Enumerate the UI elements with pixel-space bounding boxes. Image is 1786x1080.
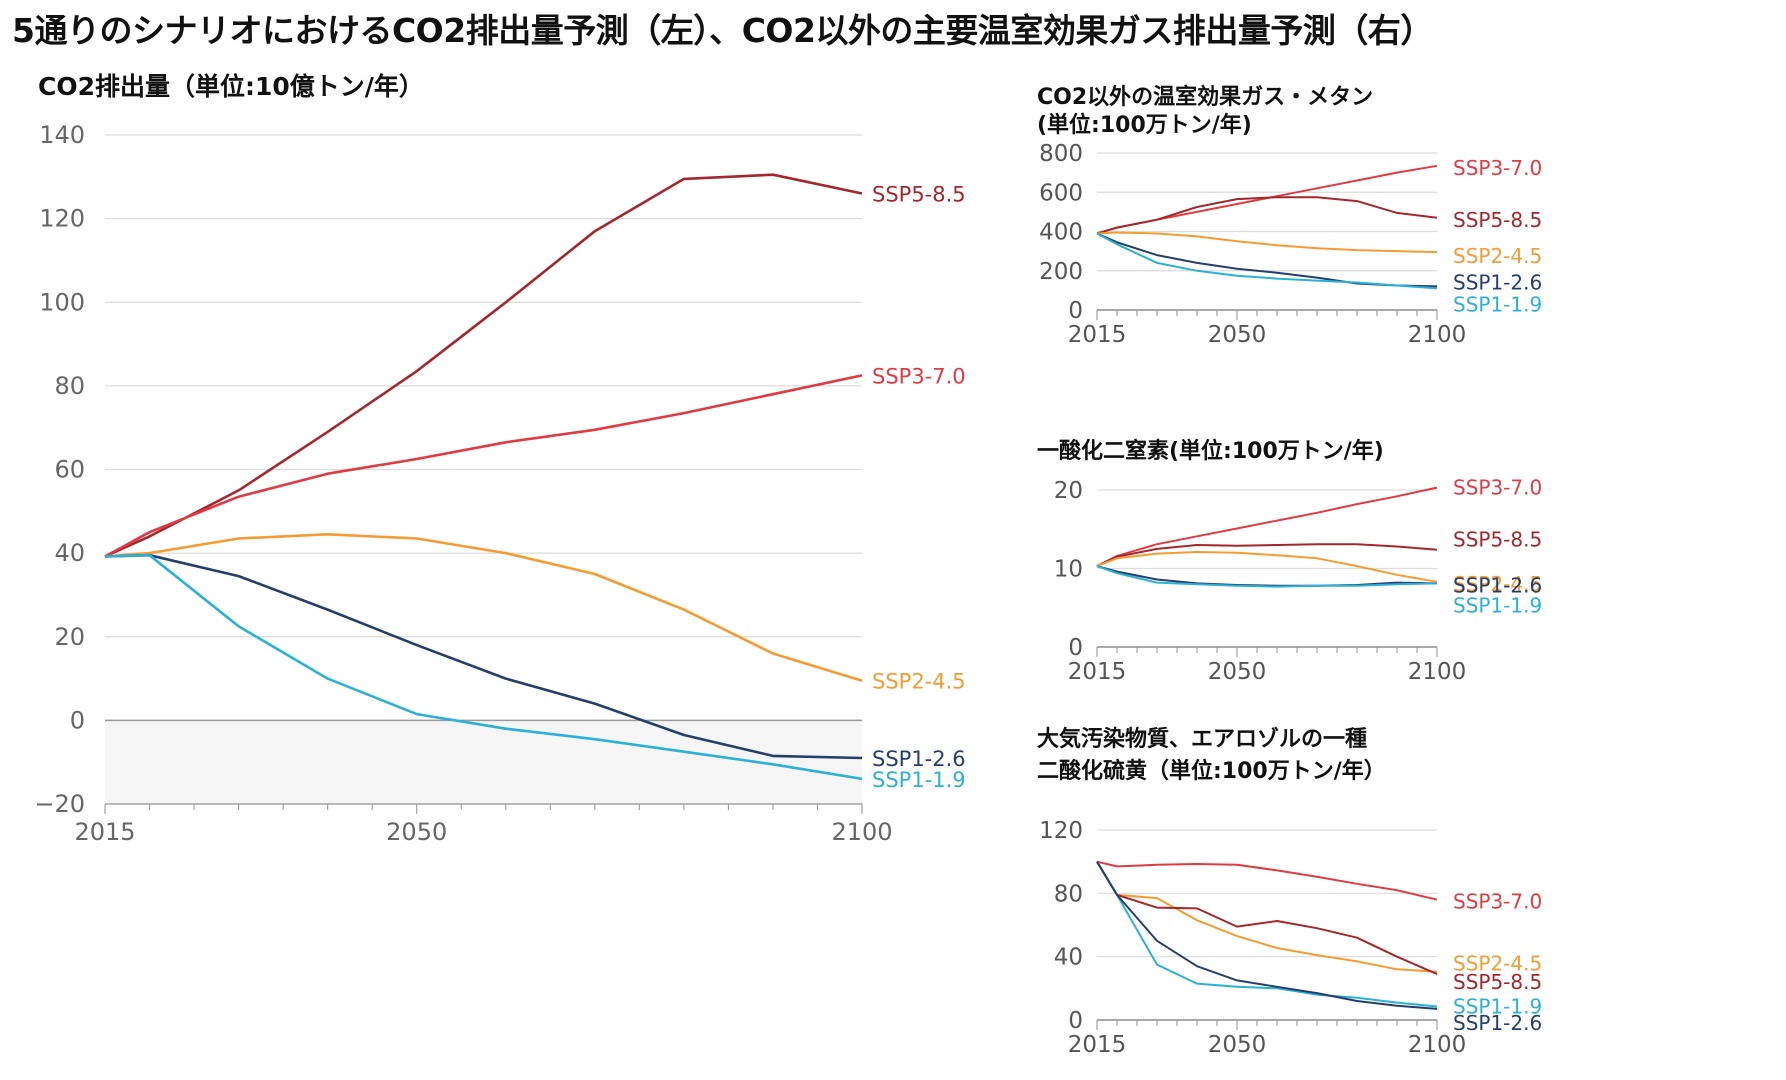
n2o-series-label-ssp1-2-6: SSP1-2.6 (1453, 573, 1542, 597)
methane-series-ssp3-7-0 (1096, 164, 1438, 235)
co2-series-ssp5-8-5 (104, 173, 863, 558)
methane-xtick-label: 2015 (1068, 322, 1127, 348)
co2-ytick-label: 100 (39, 288, 85, 316)
co2-title: CO2排出量（単位:10億トン/年） (38, 72, 424, 101)
co2-negative-region (105, 720, 862, 804)
n2o-series-label-ssp5-8-5: SSP5-8.5 (1453, 528, 1542, 552)
methane-xtick-label: 2100 (1408, 322, 1467, 348)
co2-ytick-label: 140 (39, 121, 85, 149)
co2-series-ssp3-7-0 (104, 374, 863, 558)
so2-ytick-label: 0 (1068, 1008, 1083, 1034)
n2o-ytick-label: 20 (1054, 478, 1083, 504)
co2-series-label-ssp3-7-0: SSP3-7.0 (872, 364, 966, 388)
n2o-xtick-label: 2050 (1208, 659, 1267, 685)
co2-series-label-ssp1-1-9: SSP1-1.9 (872, 768, 966, 792)
co2-ytick-label: −20 (34, 790, 85, 818)
nitrous-oxide-chart: 一酸化二窒素(単位:100万トン/年) 0 10 20 2015 2050 2100 SSP3… (1037, 438, 1542, 685)
methane-series-label-ssp5-8-5: SSP5-8.5 (1453, 208, 1542, 232)
co2-ytick-label: 40 (54, 539, 85, 567)
so2-series-label-ssp1-1-9: SSP1-1.9 (1453, 995, 1542, 1019)
methane-ytick-label: 600 (1039, 180, 1083, 206)
so2-series-ssp5-8-5 (1096, 861, 1438, 976)
methane-xtick-label: 2050 (1208, 322, 1267, 348)
so2-title: 大気汚染物質、エアロゾルの一種 (1037, 726, 1367, 752)
n2o-series-label-ssp3-7-0: SSP3-7.0 (1453, 476, 1542, 500)
so2-xtick-label: 2015 (1068, 1032, 1127, 1058)
so2-series-ssp1-2-6 (1096, 861, 1438, 1010)
so2-subtitle: 二酸化硫黄（単位:100万トン/年） (1037, 758, 1386, 784)
methane-series-ssp1-1-9 (1096, 232, 1438, 290)
co2-emissions-chart: CO2排出量（単位:10億トン/年） −20 0 20 40 60 80 100 120 140 2… (34, 72, 966, 846)
methane-ytick-label: 800 (1039, 141, 1083, 167)
methane-title: CO2以外の温室効果ガス・メタン (1037, 84, 1373, 110)
co2-ytick-label: 120 (39, 205, 85, 233)
co2-series-label-ssp5-8-5: SSP5-8.5 (872, 183, 966, 207)
n2o-xtick-label: 2100 (1408, 659, 1467, 685)
so2-series-label-ssp3-7-0: SSP3-7.0 (1453, 890, 1542, 914)
so2-series-label-ssp5-8-5: SSP5-8.5 (1453, 970, 1542, 994)
so2-ytick-label: 120 (1039, 818, 1083, 844)
so2-series-ssp1-1-9 (1096, 861, 1438, 1008)
co2-xtick-label: 2100 (831, 818, 892, 846)
methane-series-label-ssp2-4-5: SSP2-4.5 (1453, 244, 1542, 268)
methane-series-ssp2-4-5 (1096, 231, 1438, 254)
co2-series-ssp1-2-6 (104, 553, 863, 760)
so2-series-ssp2-4-5 (1096, 861, 1438, 973)
co2-series-label-ssp2-4-5: SSP2-4.5 (872, 670, 966, 694)
methane-series-label-ssp3-7-0: SSP3-7.0 (1453, 156, 1542, 180)
n2o-ytick-label: 10 (1054, 557, 1083, 583)
methane-series-ssp5-8-5 (1096, 196, 1438, 235)
co2-series-label-ssp1-2-6: SSP1-2.6 (872, 747, 966, 771)
n2o-ytick-label: 0 (1068, 635, 1083, 661)
co2-ytick-label: 80 (54, 372, 85, 400)
co2-xtick-label: 2015 (74, 818, 135, 846)
methane-ytick-label: 200 (1039, 259, 1083, 285)
methane-ytick-label: 0 (1068, 298, 1083, 324)
n2o-series-ssp2-4-5 (1096, 551, 1438, 583)
methane-subtitle: (単位:100万トン/年) (1037, 112, 1252, 138)
n2o-series-ssp5-8-5 (1096, 543, 1438, 568)
methane-series-label-ssp1-1-9: SSP1-1.9 (1453, 292, 1542, 316)
n2o-series-ssp3-7-0 (1096, 486, 1438, 567)
co2-ytick-label: 0 (70, 706, 85, 734)
page-title: 5通りのシナリオにおけるCO2排出量予測（左）、CO2以外の主要温室効果ガス排出… (12, 11, 1433, 50)
co2-xtick-label: 2050 (386, 818, 447, 846)
methane-series-label-ssp1-2-6: SSP1-2.6 (1453, 270, 1542, 294)
n2o-xtick-label: 2015 (1068, 659, 1127, 685)
n2o-series-ssp1-1-9 (1096, 565, 1438, 588)
co2-series-ssp2-4-5 (104, 532, 863, 682)
so2-series-label-ssp2-4-5: SSP2-4.5 (1453, 952, 1542, 976)
so2-series-label-ssp1-2-6: SSP1-2.6 (1453, 1011, 1542, 1035)
n2o-title: 一酸化二窒素(単位:100万トン/年) (1037, 438, 1384, 464)
so2-xtick-label: 2050 (1208, 1032, 1267, 1058)
so2-series-ssp3-7-0 (1096, 860, 1438, 901)
methane-chart: CO2以外の温室効果ガス・メタン(単位:100万トン/年) 0 200 400 600 8… (1037, 84, 1542, 348)
methane-ytick-label: 400 (1039, 220, 1083, 246)
so2-xtick-label: 2100 (1408, 1032, 1467, 1058)
n2o-series-label-ssp1-1-9: SSP1-1.9 (1453, 593, 1542, 617)
co2-ytick-label: 20 (54, 623, 85, 651)
so2-ytick-label: 80 (1054, 881, 1083, 907)
so2-ytick-label: 40 (1054, 945, 1083, 971)
n2o-series-label-ssp2-4-5: SSP2-4.5 (1453, 572, 1542, 596)
co2-ytick-label: 60 (54, 456, 85, 484)
co2-series-ssp1-1-9 (104, 553, 863, 781)
